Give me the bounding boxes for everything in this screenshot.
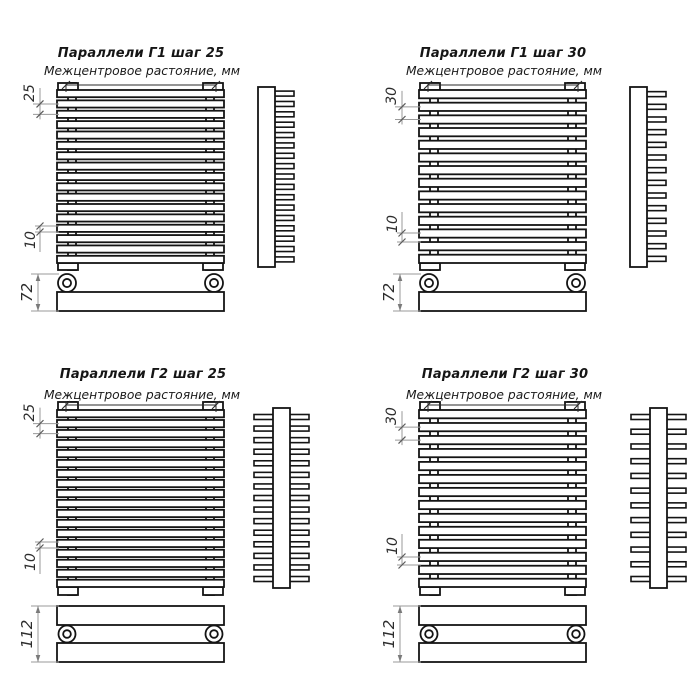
step-dimension: 25	[22, 404, 59, 439]
bottom-view	[56, 605, 225, 663]
depth-dimension: 72	[18, 273, 59, 312]
front-view	[56, 82, 225, 271]
drawing-title-g1-step25: Параллели Г1 шаг 25	[57, 46, 225, 61]
front-view	[418, 82, 587, 271]
svg-text:10: 10	[23, 553, 39, 571]
step-dimension: 30	[384, 87, 421, 125]
svg-text:112: 112	[18, 620, 36, 649]
span-dimension-line	[423, 80, 583, 92]
pipe-end-circle	[566, 624, 586, 644]
front-view	[56, 401, 225, 596]
svg-text:10: 10	[385, 537, 401, 555]
radiator-drawing-g1-step25: 25 10 72	[18, 80, 295, 312]
side-view	[630, 407, 687, 589]
gap-dimension: 10	[23, 222, 59, 252]
radiator-drawing-g2-step30: 30 10 112	[380, 400, 687, 663]
depth-dimension: 112	[380, 605, 421, 663]
svg-text:112: 112	[380, 620, 398, 649]
span-dimension-line	[61, 80, 221, 92]
step-dimension: 30	[384, 407, 421, 446]
svg-text:10: 10	[23, 231, 39, 249]
side-view	[253, 407, 310, 589]
pipe-end-circle	[204, 624, 224, 644]
gap-dimension: 10	[385, 534, 421, 569]
drawing-subtitle-g2-step25: Межцентровое растояние, мм	[43, 388, 241, 402]
depth-dimension: 72	[380, 273, 421, 312]
svg-text:25: 25	[22, 404, 38, 422]
depth-dimension: 112	[18, 605, 59, 663]
drawing-title-g2-step30: Параллели Г2 шаг 30	[421, 367, 589, 382]
svg-text:10: 10	[385, 215, 401, 233]
pipe-end-circle	[204, 273, 224, 293]
pipe-end-circle	[419, 273, 439, 293]
gap-dimension: 10	[23, 538, 59, 574]
step-dimension: 25	[22, 84, 59, 120]
drawing-title-g1-step30: Параллели Г1 шаг 30	[419, 46, 587, 61]
bottom-view	[418, 605, 587, 663]
side-view	[257, 86, 295, 268]
svg-text:30: 30	[384, 407, 400, 425]
svg-text:72: 72	[380, 283, 398, 302]
radiator-drawing-g2-step25: 25 10 112	[18, 400, 310, 663]
bottom-view	[418, 273, 587, 312]
pipe-end-circle	[419, 624, 439, 644]
pipe-end-circle	[566, 273, 586, 293]
radiator-drawing-g1-step30: 30 10 72	[380, 80, 667, 312]
drawing-subtitle-g1-step30: Межцентровое растояние, мм	[405, 64, 603, 78]
side-view	[629, 86, 667, 268]
gap-dimension: 10	[385, 212, 421, 246]
span-dimension-line	[61, 400, 221, 412]
drawing-subtitle-g2-step30: Межцентровое растояние, мм	[405, 388, 603, 402]
front-view	[418, 401, 587, 596]
svg-text:30: 30	[384, 87, 400, 105]
svg-text:72: 72	[18, 283, 36, 302]
span-dimension-line	[423, 400, 583, 412]
pipe-end-circle	[57, 624, 77, 644]
svg-text:25: 25	[22, 84, 38, 102]
drawing-title-g2-step25: Параллели Г2 шаг 25	[59, 367, 227, 382]
drawing-subtitle-g1-step25: Межцентровое растояние, мм	[43, 64, 241, 78]
pipe-end-circle	[57, 273, 77, 293]
bottom-view	[56, 273, 225, 312]
